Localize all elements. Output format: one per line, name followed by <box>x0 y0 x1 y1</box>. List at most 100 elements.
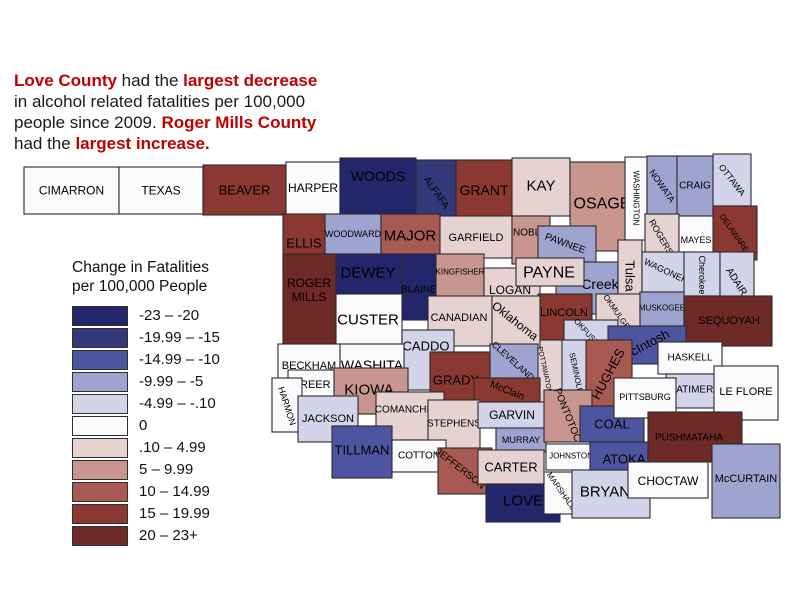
legend-item: 20 – 23+ <box>72 525 220 547</box>
county-label: HARPER <box>288 181 338 195</box>
county-label: COMANCHE <box>375 405 434 416</box>
county-shape <box>511 157 571 217</box>
county-shape <box>491 295 541 349</box>
legend-range-label: 0 <box>139 417 148 435</box>
legend-range-label: 20 – 23+ <box>139 527 198 545</box>
county-nowata: NOWATA <box>646 155 678 219</box>
county-label: McCURTAIN <box>715 473 778 485</box>
county-label: BLAINE <box>401 285 437 296</box>
county-shape <box>683 251 721 297</box>
county-label: TILLMAN <box>335 443 390 458</box>
annotation-plain: had the <box>14 134 76 154</box>
county-ottawa: OTTAWA <box>712 153 752 207</box>
county-shape <box>627 461 709 499</box>
legend-title: Change in Fatalities per 100,000 People <box>72 259 209 296</box>
county-muskogee: MUSKOGEE <box>639 291 685 327</box>
legend-color-swatch <box>72 415 128 436</box>
county-label: WASHINGTON <box>632 171 641 226</box>
county-label: MAJOR <box>384 228 437 245</box>
county-choctaw: CHOCTAW <box>627 461 709 499</box>
county-label: PITTSBURG <box>619 392 671 402</box>
county-washington: WASHINGTON <box>624 156 648 241</box>
county-label: NOBLE <box>513 228 547 239</box>
county-shape <box>331 425 393 479</box>
legend-item: 15 – 19.99 <box>72 503 220 525</box>
county-label: LINCOLN <box>540 307 588 319</box>
county-beaver: BEAVER <box>202 164 287 216</box>
county-shape <box>713 365 779 421</box>
county-shape <box>711 443 781 519</box>
county-label: LATIMER <box>671 385 714 396</box>
legend-item: 10 – 14.99 <box>72 481 220 503</box>
county-label: GARFIELD <box>448 232 503 244</box>
legend-item: 5 – 9.99 <box>72 459 220 481</box>
county-garvin: GARVIN <box>477 401 547 429</box>
county-label: BRYAN <box>580 484 630 501</box>
county-label: MILLS <box>292 290 327 304</box>
annotation-text: Love County had the largest decrease in a… <box>14 70 324 154</box>
county-label: CADDO <box>403 339 450 354</box>
county-label: HASKELL <box>667 353 712 364</box>
county-label: MUSKOGEE <box>639 304 685 313</box>
county-kay: KAY <box>511 157 571 217</box>
county-label: KINGFISHER <box>436 268 485 277</box>
county-label: KAY <box>527 178 556 195</box>
legend-item: -4.99 – -.10 <box>72 393 220 415</box>
county-label: STEPHENS <box>427 419 481 430</box>
county-label: GRADY <box>433 373 480 388</box>
county-garfield: GARFIELD <box>439 215 513 259</box>
county-oklahoma: Oklahoma <box>489 295 541 349</box>
county-shape <box>380 213 441 257</box>
legend-color-swatch <box>72 481 128 502</box>
legend-color-swatch <box>72 437 128 458</box>
county-craig: CRAIG <box>676 155 714 217</box>
annotation-highlight: largest decrease <box>183 71 318 90</box>
county-label: CUSTER <box>337 312 399 329</box>
county-dewey: DEWEY <box>335 253 403 295</box>
legend-item: .10 – 4.99 <box>72 437 220 459</box>
county-label: SEQUOYAH <box>698 315 760 327</box>
county-label: Tulsa <box>623 260 638 292</box>
county-label: LOVE <box>503 493 543 510</box>
county-label: PUSHMATAHA <box>655 433 723 444</box>
county-tillman: TILLMAN <box>331 425 393 479</box>
annotation-plain: in alcohol related fatalities per 100,00… <box>14 92 306 112</box>
county-shape <box>537 225 597 263</box>
county-shape <box>285 161 341 215</box>
county-label: Creek <box>581 276 619 292</box>
county-label: JOHNSTON <box>549 452 593 461</box>
legend-items: -23 – -20 -19.99 – -15 -14.99 – -10 -9.99 –… <box>72 305 220 547</box>
annotation-highlight: Roger Mills County <box>161 113 317 133</box>
county-label: BECKHAM <box>282 360 336 372</box>
county-label: GARVIN <box>489 408 535 422</box>
county-harmon: HARMON <box>271 377 303 433</box>
county-cherokee: Cherokee <box>683 251 721 297</box>
county-texas: TEXAS <box>118 166 204 215</box>
county-shape <box>118 166 204 215</box>
legend-range-label: -19.99 – -15 <box>139 329 220 347</box>
county-shape <box>282 253 337 347</box>
county-custer: CUSTER <box>335 293 403 347</box>
legend-color-swatch <box>72 327 128 348</box>
county-murray: MURRAY <box>495 427 547 453</box>
county-label: ELLIS <box>286 236 322 251</box>
county-label: LE FLORE <box>719 386 772 398</box>
county-haskell: HASKELL <box>657 341 723 375</box>
county-kingfisher: KINGFISHER <box>435 253 485 303</box>
county-harper: HARPER <box>285 161 341 215</box>
legend-item: -9.99 – -5 <box>72 371 220 393</box>
county-woodward: WOODWARD <box>324 213 382 255</box>
legend-color-swatch <box>72 349 128 370</box>
county-shape <box>515 257 585 287</box>
county-label: DEWEY <box>340 265 395 282</box>
county-pawnee: PAWNEE <box>537 225 597 263</box>
county-shape <box>435 253 485 303</box>
county-le-flore: LE FLORE <box>713 365 779 421</box>
county-grant: GRANT <box>455 159 513 219</box>
legend-range-label: -9.99 – -5 <box>139 373 204 391</box>
annotation-highlight: largest increase. <box>75 134 210 154</box>
legend-color-swatch <box>72 305 128 326</box>
legend-color-swatch <box>72 503 128 524</box>
legend-range-label: 5 – 9.99 <box>139 461 194 479</box>
